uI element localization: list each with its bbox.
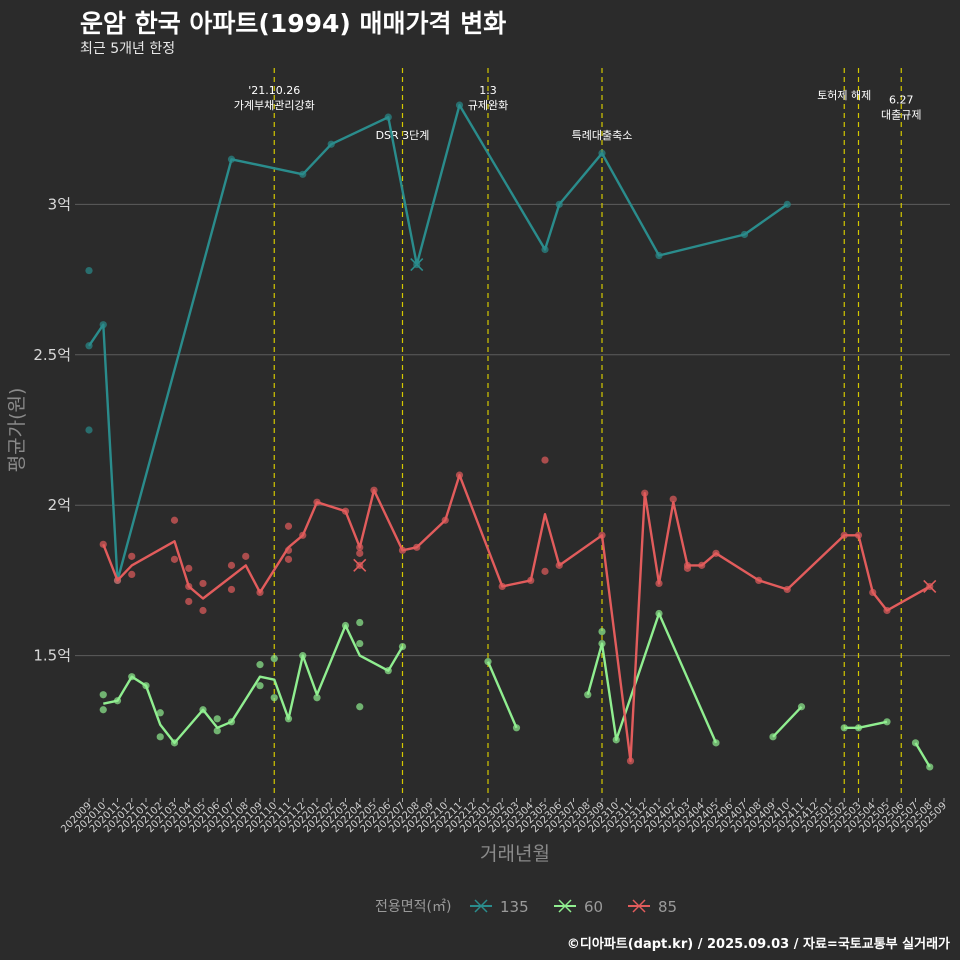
point-60 [99,706,107,714]
series-line-60 [914,742,931,768]
y-axis-title: 평균가(원) [6,388,28,473]
legend-swatch-x [474,899,488,913]
point-60 [213,715,221,723]
point-60 [270,694,278,702]
point-85 [541,456,549,464]
point-85 [128,552,136,560]
gridlines [75,203,950,657]
x-axis-title: 거래년월 [480,843,550,865]
x-axis: 2020092020102020112020122021012021022021… [59,798,949,835]
point-60 [270,655,278,663]
series-line-60 [586,612,718,744]
point-60 [356,618,364,627]
point-85 [541,567,549,575]
point-85 [227,561,236,569]
point-85 [199,579,207,588]
event-label: DSR 3단계 [376,129,430,142]
event-label: '21.10.26 [248,84,300,97]
point-60 [99,691,107,699]
event-label: 대출규제 [881,109,921,122]
x-mark-stroke [410,257,424,272]
event-label: 규제완화 [468,99,508,112]
x-mark-stroke [353,558,367,572]
point-60 [356,703,364,711]
point-85 [284,555,293,563]
last-marker-85 [923,579,937,593]
point-85 [356,549,364,557]
point-60 [256,661,264,669]
point-60 [256,682,264,690]
event-label: 가계부채관리강화 [234,99,315,112]
series-line-135 [88,103,788,582]
point-60 [313,694,321,702]
point-60 [598,627,606,636]
source-caption: ©디아파트(dapt.kr) / 2025.09.03 / 자료=국토교통부 실… [566,937,950,952]
series-layer [85,101,937,771]
point-60 [356,639,364,648]
series-line-60 [772,705,803,738]
point-85 [170,516,179,524]
series-line-85 [102,473,931,763]
point-60 [156,709,164,717]
point-85 [284,522,293,530]
legend-label-135: 135 [500,898,529,916]
point-85 [170,555,179,563]
series-line-60 [486,661,518,729]
y-tick-label: 3억 [48,195,71,213]
point-85 [128,570,136,578]
legend-label-85: 85 [658,898,677,916]
point-85 [669,495,677,503]
legend-title: 전용면적(㎡) [375,899,451,915]
chart-title: 운암 한국 아파트(1994) 매매가격 변화 [80,9,507,38]
legend-swatch-x [632,899,646,913]
y-tick-label: 2억 [48,496,71,514]
point-135 [85,266,93,275]
point-60 [883,718,891,726]
point-60 [156,733,164,741]
legend-swatch-x [558,899,572,913]
event-label: 1.3 [479,84,497,97]
point-60 [213,727,221,735]
point-60 [584,691,592,699]
x-mark-stroke [923,579,937,593]
y-tick-label: 2.5억 [33,346,71,364]
point-85 [242,552,250,560]
event-label: 토허제 해제 [817,88,871,102]
chart-subtitle: 최근 5개년 한정 [80,41,176,57]
last-marker-135 [410,257,424,272]
event-label: 특례대출축소 [572,129,633,142]
point-85 [199,606,207,615]
legend: 전용면적(㎡) 135 60 85 [375,898,677,916]
point-85 [185,564,193,572]
legend-label-60: 60 [584,898,603,916]
x-marker-85 [353,558,367,572]
point-85 [227,585,236,594]
point-60 [840,724,848,732]
series-line-60 [103,624,404,745]
y-tick-label: 1.5억 [33,647,71,665]
point-135 [85,426,93,434]
series-line-60 [844,720,888,729]
event-label: 6.27 [889,94,914,107]
point-85 [185,597,193,606]
y-axis: 1.5억 2억 2.5억 3억 [33,195,71,664]
